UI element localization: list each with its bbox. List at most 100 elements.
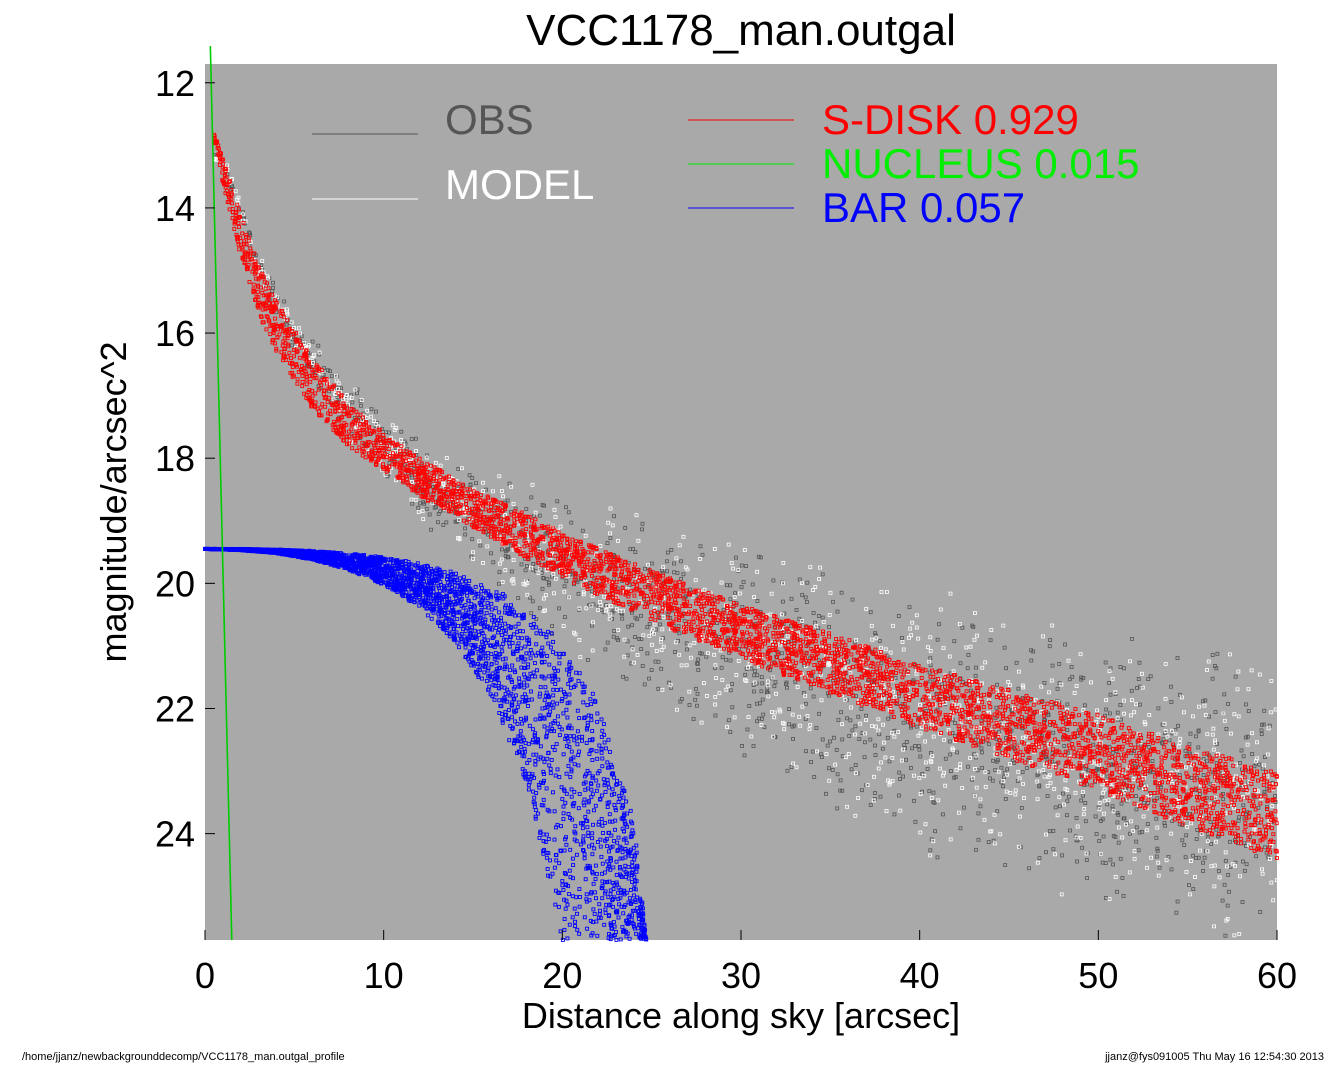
model-points-layer	[212, 152, 1279, 938]
model-point	[1021, 782, 1025, 786]
model-point	[795, 685, 800, 689]
obs-point	[1262, 790, 1267, 794]
obs-point	[1130, 637, 1134, 641]
obs-point	[958, 676, 963, 681]
obs-point	[1065, 799, 1070, 804]
obs-point	[444, 520, 449, 525]
model-point	[1132, 849, 1137, 853]
s-disk-point	[940, 699, 945, 704]
model-point	[876, 766, 881, 771]
model-point	[938, 766, 942, 771]
obs-point	[902, 743, 907, 747]
model-point	[819, 698, 824, 703]
obs-point	[1118, 665, 1123, 669]
obs-point	[873, 743, 877, 748]
model-point	[742, 548, 747, 552]
model-point	[632, 660, 636, 665]
obs-point	[681, 572, 686, 577]
model-point	[1257, 672, 1262, 677]
model-point	[344, 393, 349, 397]
obs-point	[728, 688, 733, 693]
model-point	[731, 566, 735, 571]
obs-point	[1240, 900, 1245, 904]
obs-point	[909, 766, 913, 770]
obs-point	[789, 765, 794, 769]
obs-point	[1118, 703, 1123, 707]
obs-point	[1196, 745, 1201, 750]
obs-point	[694, 686, 698, 691]
model-point	[1140, 671, 1144, 676]
model-point	[702, 587, 707, 592]
obs-point	[724, 657, 728, 662]
obs-point	[1047, 829, 1052, 834]
obs-point	[424, 506, 429, 511]
obs-point	[1031, 649, 1036, 654]
obs-point	[901, 774, 905, 779]
obs-point	[1138, 702, 1142, 707]
obs-point	[656, 659, 661, 664]
obs-point	[456, 466, 461, 471]
obs-point	[762, 725, 767, 730]
obs-point	[1062, 744, 1067, 748]
obs-point	[787, 707, 791, 711]
obs-point	[755, 701, 759, 706]
obs-point	[1250, 752, 1254, 756]
model-point	[973, 611, 977, 615]
model-point	[943, 783, 948, 788]
model-point	[736, 659, 741, 663]
model-point	[928, 649, 933, 653]
model-point	[908, 626, 913, 631]
model-point	[1063, 778, 1068, 783]
obs-point	[1173, 728, 1178, 732]
obs-point	[436, 512, 441, 516]
model-point	[608, 506, 613, 511]
model-point	[1260, 871, 1265, 876]
obs-point	[987, 742, 991, 747]
model-point	[947, 654, 952, 659]
model-point	[890, 756, 895, 760]
model-point	[817, 577, 821, 581]
model-point	[1052, 787, 1057, 791]
obs-point	[1103, 660, 1108, 665]
obs-point	[811, 694, 816, 699]
model-point	[874, 724, 878, 729]
model-point	[782, 721, 787, 726]
model-point	[1020, 683, 1025, 688]
obs-point	[849, 767, 854, 772]
obs-point	[1110, 807, 1115, 812]
s-disk-point	[1152, 804, 1157, 809]
model-point	[497, 561, 502, 566]
model-point	[896, 730, 900, 734]
model-point	[782, 727, 787, 732]
obs-point	[892, 812, 897, 817]
model-point	[1162, 721, 1167, 726]
model-point	[652, 632, 656, 636]
obs-point	[691, 717, 696, 721]
obs-point	[1175, 899, 1180, 904]
model-point	[334, 391, 338, 396]
model-point	[1115, 716, 1120, 721]
model-point	[746, 665, 750, 670]
obs-point	[939, 682, 944, 686]
obs-point	[542, 503, 546, 508]
model-point	[798, 723, 803, 728]
obs-point	[1119, 717, 1123, 722]
obs-point	[759, 675, 764, 679]
model-point	[614, 607, 619, 612]
obs-point	[827, 766, 831, 771]
obs-point	[1178, 692, 1182, 697]
obs-point	[540, 586, 545, 591]
model-point	[1074, 835, 1079, 840]
obs-point	[1226, 702, 1230, 706]
model-point	[827, 613, 832, 617]
obs-point	[1115, 889, 1119, 894]
obs-point	[1069, 665, 1074, 669]
obs-point	[1189, 776, 1194, 780]
obs-point	[334, 374, 339, 379]
model-point	[800, 704, 805, 709]
model-point	[654, 649, 659, 653]
obs-point	[909, 725, 913, 730]
obs-point	[1079, 677, 1084, 682]
model-point	[1203, 713, 1208, 717]
model-point	[879, 760, 883, 765]
